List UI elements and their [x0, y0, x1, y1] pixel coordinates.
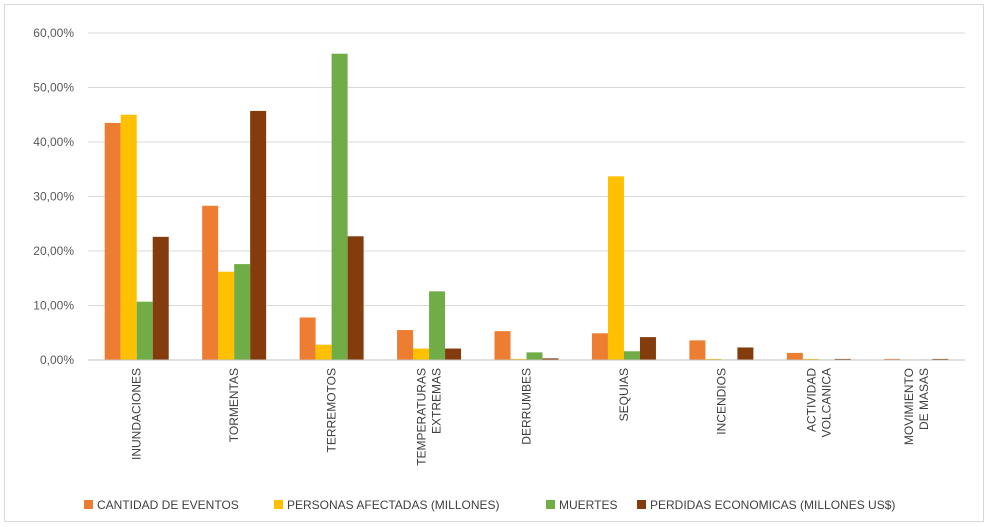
- x-category-label: SEQUIAS: [617, 368, 631, 421]
- x-category-label: ACTIVIDAD: [804, 368, 818, 432]
- legend-swatch: [546, 500, 555, 509]
- bar: [120, 114, 137, 360]
- legend-label: PERDIDAS ECONOMICAS (MILLONES US$): [650, 498, 895, 512]
- bar: [218, 271, 235, 360]
- x-category-label: DERRUMBES: [520, 368, 534, 445]
- x-category-label: INCENDIOS: [714, 368, 728, 435]
- legend-label: MUERTES: [559, 498, 617, 512]
- legend-swatch: [274, 500, 283, 509]
- x-category-label: MOVIMIENTO: [902, 368, 916, 445]
- x-category-label: INUNDACIONES: [130, 368, 144, 460]
- bar: [786, 352, 803, 360]
- bar: [542, 358, 559, 360]
- bar: [623, 351, 640, 360]
- bar: [347, 236, 364, 360]
- bar: [639, 337, 656, 360]
- y-tick-label: 10,00%: [33, 299, 74, 313]
- bar: [331, 53, 348, 361]
- bar: [250, 110, 267, 360]
- bar: [299, 317, 316, 360]
- x-category-label: EXTREMAS: [430, 368, 444, 434]
- x-axis-category-labels: INUNDACIONES TORMENTAS TERREMOTOS TEMPERATU…: [130, 368, 931, 466]
- bar: [315, 344, 332, 360]
- legend-label: PERSONAS AFECTADAS (MILLONES): [287, 498, 500, 512]
- legend-swatch: [84, 500, 93, 509]
- bar: [136, 301, 153, 360]
- bars: [104, 53, 949, 361]
- bar: [413, 348, 430, 360]
- y-tick-label: 40,00%: [33, 135, 74, 149]
- gridlines: [88, 32, 965, 306]
- y-tick-label: 60,00%: [33, 26, 74, 40]
- bar: [737, 347, 754, 360]
- bar: [429, 291, 446, 360]
- legend-swatch: [637, 500, 646, 509]
- bar: [397, 330, 414, 360]
- bar: [234, 264, 251, 360]
- y-tick-label: 0,00%: [40, 353, 74, 367]
- bar: [705, 358, 722, 360]
- bar: [607, 176, 624, 360]
- bar: [884, 358, 901, 360]
- bar: [932, 358, 949, 360]
- bar: [202, 205, 219, 360]
- bar: [834, 358, 851, 360]
- bar: [510, 358, 527, 360]
- bar: [104, 122, 121, 360]
- x-category-label: DE MASAS: [917, 368, 931, 430]
- bar: [152, 236, 169, 360]
- x-category-label: TEMPERATURAS: [415, 368, 429, 466]
- bar: [526, 352, 543, 360]
- bar: [591, 333, 608, 360]
- legend: CANTIDAD DE EVENTOS PERSONAS AFECTADAS (M…: [84, 498, 895, 512]
- bar: [802, 358, 819, 360]
- y-tick-label: 30,00%: [33, 190, 74, 204]
- x-category-label: VOLCANICA: [819, 368, 833, 437]
- x-category-label: TORMENTAS: [227, 368, 241, 442]
- x-category-label: TERREMOTOS: [325, 368, 339, 452]
- legend-label: CANTIDAD DE EVENTOS: [97, 498, 239, 512]
- y-tick-label: 50,00%: [33, 81, 74, 95]
- y-axis-tick-labels: 0,00% 10,00% 20,00% 30,00% 40,00% 50,00% 60,00…: [33, 26, 74, 367]
- bar: [494, 331, 511, 360]
- bar: [689, 340, 706, 360]
- bar: [445, 348, 462, 360]
- y-tick-label: 20,00%: [33, 244, 74, 258]
